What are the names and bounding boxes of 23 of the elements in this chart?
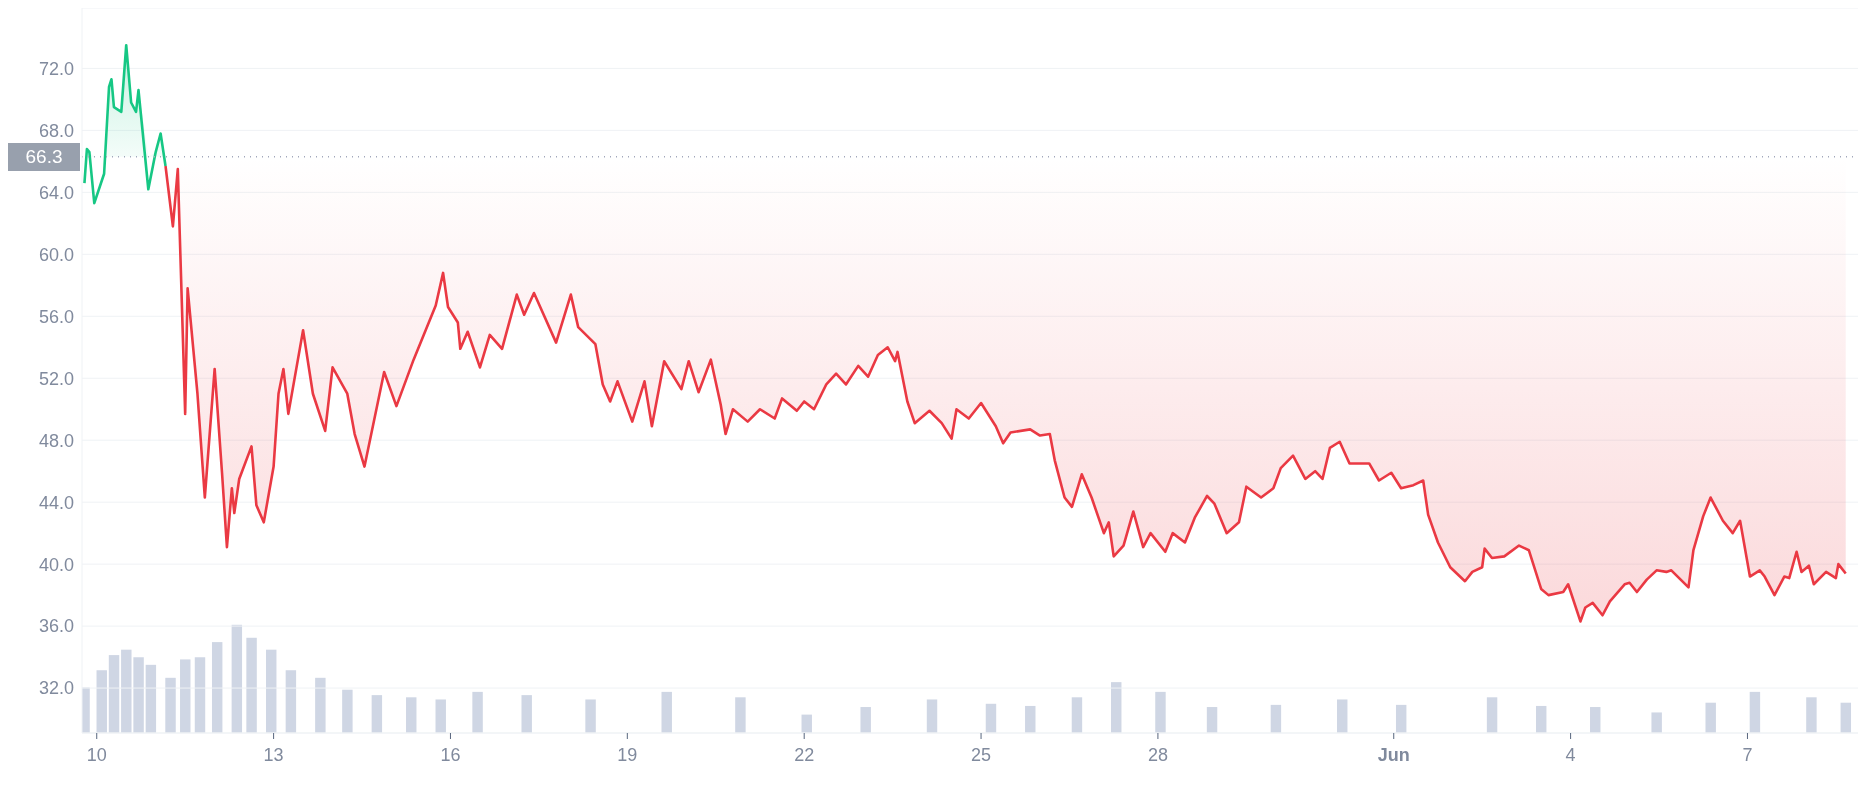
x-tick-label: 7 xyxy=(1742,745,1753,765)
y-tick-label: 68.0 xyxy=(38,120,74,141)
y-tick-label: 72.0 xyxy=(38,58,74,79)
y-tick-label: 48.0 xyxy=(38,430,74,451)
y-tick-label: 40.0 xyxy=(38,554,74,575)
x-tick-label: Jun xyxy=(1377,745,1410,765)
y-tick-label: 56.0 xyxy=(38,306,74,327)
y-tick-label: 44.0 xyxy=(38,492,74,513)
value-tag: 66.3 xyxy=(8,142,80,171)
y-tick-label: 32.0 xyxy=(38,678,74,699)
x-tick-label: 22 xyxy=(794,745,815,765)
x-tick-label: 4 xyxy=(1565,745,1576,765)
x-tick-label: 25 xyxy=(971,745,992,765)
x-tick-label: 13 xyxy=(263,745,284,765)
y-tick-label: 36.0 xyxy=(38,616,74,637)
x-tick-label: 10 xyxy=(86,745,107,765)
x-tick-label: 19 xyxy=(617,745,638,765)
y-tick-label: 52.0 xyxy=(38,368,74,389)
y-tick-label: 60.0 xyxy=(38,244,74,265)
y-tick-label: 64.0 xyxy=(38,182,74,203)
ref-line-label: 66.3 xyxy=(25,145,63,168)
x-tick-label: 28 xyxy=(1147,745,1168,765)
x-tick-label: 16 xyxy=(440,745,461,765)
